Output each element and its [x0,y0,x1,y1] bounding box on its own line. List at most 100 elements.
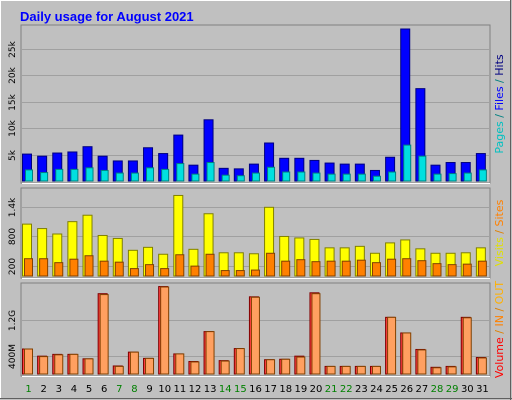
bar-out-5 [84,358,94,375]
panel-legend-visits: Visits / Sites [493,199,506,266]
x-tick-label: 9 [146,384,152,395]
legend-part: / [493,327,506,338]
bar-files-1 [25,169,33,182]
x-tick-label: 23 [355,384,368,395]
bar-out-2 [39,356,49,375]
panel-legend-volume: Volume / IN / OUT [493,281,506,379]
x-tick-label: 17 [264,384,277,395]
bar-out-4 [69,353,79,375]
bar-out-26 [402,332,412,375]
bar-sites-7 [114,261,124,277]
x-tick-label: 2 [41,384,47,395]
bar-files-4 [70,168,79,182]
bar-files-2 [40,172,49,182]
x-tick-label: 27 [416,384,429,395]
bar-out-18 [281,358,291,375]
bar-out-9 [145,357,155,375]
bar-out-24 [371,365,381,375]
bar-out-16 [250,296,260,375]
bar-out-14 [220,360,230,375]
bar-sites-9 [145,264,155,277]
bar-sites-6 [99,260,109,277]
bar-sites-11 [175,254,185,277]
bar-out-30 [462,317,472,375]
x-tick-label: 6 [101,384,107,395]
x-axis-labels: 1 2 3 4 5 6 7 8 9 10 11 12 13 14 15 16 17 18 19 20 21 22 23 24 2… [25,384,488,395]
bar-sites-17 [266,252,276,277]
legend-part: Visits [493,237,506,266]
bar-files-12 [191,173,200,182]
bar-sites-31 [477,260,487,277]
bar-sites-30 [462,263,472,277]
bar-files-17 [267,166,276,182]
legend-part: OUT [493,281,506,305]
x-tick-label: 18 [279,384,292,395]
bar-out-3 [54,354,64,375]
bar-files-22 [342,173,351,182]
bar-sites-23 [356,259,366,277]
bar-out-23 [356,365,366,375]
bar-files-10 [161,168,170,182]
x-tick-label: 19 [295,384,308,395]
bar-files-15 [236,175,245,182]
bar-sites-20 [311,261,321,277]
bar-files-31 [478,169,487,182]
x-tick-label: 25 [385,384,398,395]
bar-sites-1 [24,258,33,277]
panel-hits: 5k 10k 15k 20k 25k Pages / Files / Hits [8,24,506,184]
x-tick-label: 22 [340,384,353,395]
bar-sites-18 [281,260,291,277]
x-tick-label: 29 [446,384,459,395]
legend-part: Pages [493,121,506,154]
bar-files-13 [206,162,215,182]
x-tick-label: 3 [56,384,62,395]
bar-sites-5 [84,255,94,277]
bar-files-7 [115,172,124,182]
x-tick-label: 12 [189,384,202,395]
x-tick-label: 7 [116,384,122,395]
bar-out-27 [417,349,427,375]
bar-out-6 [99,294,109,375]
x-tick-label: 26 [400,384,413,395]
bar-sites-2 [39,258,49,277]
bar-sites-21 [326,260,336,277]
x-tick-label: 13 [204,384,217,395]
bar-sites-29 [447,264,457,277]
bar-out-7 [114,365,124,375]
bar-out-10 [160,286,170,375]
bar-files-24 [372,175,381,182]
x-tick-label: 14 [219,384,232,395]
x-tick-label: 5 [86,384,92,395]
x-tick-label: 1 [25,384,31,395]
bar-out-17 [266,359,276,375]
x-tick-label: 4 [71,384,77,395]
y-tick-label: 200 [8,258,18,275]
bar-files-5 [85,167,94,182]
bar-files-18 [282,171,291,182]
bar-files-21 [327,173,336,182]
panel-volume: 400M 1.2G Volume / IN / OUT [8,281,506,379]
bar-files-19 [297,171,306,182]
panel-visits: 200 800 1.4k Visits / Sites [8,187,506,279]
bar-sites-13 [205,253,215,277]
y-tick-label: 20k [8,66,18,83]
bar-files-27 [418,155,427,182]
legend-part: / [493,226,506,237]
bar-files-29 [448,173,457,182]
bar-out-11 [175,353,185,375]
panel-legend-hits: Pages / Files / Hits [493,54,506,154]
y-tick-label: 10k [8,119,18,136]
bar-files-26 [403,144,412,182]
bar-out-8 [129,351,139,375]
bar-out-12 [190,361,200,375]
chart-panels: 5k 10k 15k 20k 25k Pages / Files / Hits 200 800… [8,24,506,379]
x-tick-label: 21 [325,384,338,395]
legend-part: IN [493,315,506,326]
bar-sites-19 [296,259,306,277]
y-tick-label: 1.2G [8,310,18,331]
legend-part: / [493,76,506,87]
bar-files-9 [146,167,155,182]
bar-out-31 [477,357,487,375]
x-tick-label: 20 [310,384,323,395]
